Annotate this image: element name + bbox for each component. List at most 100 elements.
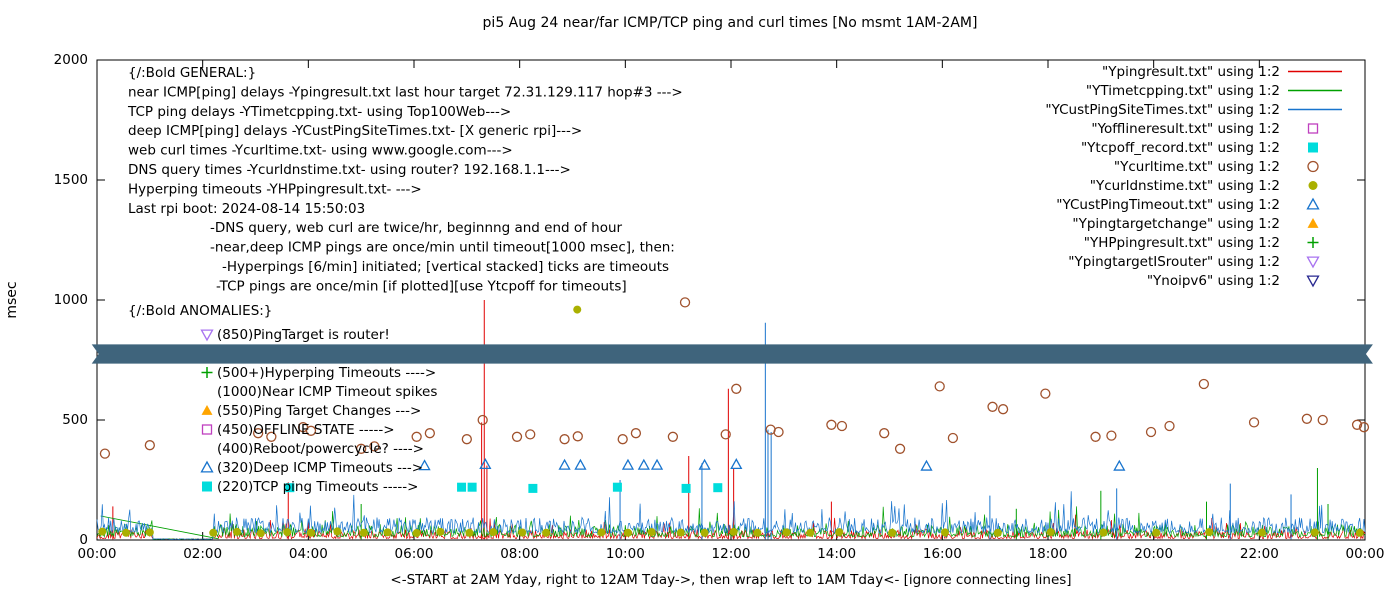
general-note: near ICMP[ping] delays -Ypingresult.txt … xyxy=(128,84,683,100)
x-axis-label: <-START at 2AM Yday, right to 12AM Tday-… xyxy=(390,572,1071,588)
legend-label: "Ycurltime.txt" using 1:2 xyxy=(1114,159,1280,175)
highlight-band xyxy=(91,344,1373,364)
legend-label: "YHPpingresult.txt" using 1:2 xyxy=(1084,235,1280,251)
general-note: -Hyperpings [6/min] initiated; [vertical… xyxy=(222,259,669,275)
marker-circle-open xyxy=(826,419,837,430)
marker-circle-filled xyxy=(412,529,421,538)
chart-title: pi5 Aug 24 near/far ICMP/TCP ping and cu… xyxy=(483,15,978,31)
marker-circle-open xyxy=(511,431,523,442)
marker-circle-open xyxy=(997,404,1009,415)
marker-circle-filled xyxy=(233,527,242,536)
marker-circle-open xyxy=(773,426,784,438)
general-note: Hyperping timeouts -YHPpingresult.txt- -… xyxy=(128,181,422,197)
marker-circle-filled xyxy=(359,528,368,537)
marker-circle-filled xyxy=(647,528,656,537)
marker-circle-open xyxy=(731,383,742,394)
marker-circle-filled xyxy=(518,528,527,537)
anomaly-note: (450)OFFLINE STATE -----> xyxy=(217,422,395,438)
marker-square-open xyxy=(1307,123,1319,134)
marker-circle-open xyxy=(679,297,691,308)
marker-square-filled xyxy=(528,483,538,493)
legend-label: "YTimetcpping.txt" using 1:2 xyxy=(1086,83,1280,99)
marker-circle-open xyxy=(1307,160,1319,173)
x-tick-label: 20:00 xyxy=(1134,546,1173,562)
anomaly-note: (850)PingTarget is router! xyxy=(217,327,390,343)
marker-circle-open xyxy=(836,420,848,432)
data-series xyxy=(96,297,1370,540)
marker-tri-up-open xyxy=(621,458,635,470)
legend-label: "Ycurldnstime.txt" using 1:2 xyxy=(1090,178,1280,194)
marker-circle-filled xyxy=(283,528,292,537)
marker-circle-filled xyxy=(1152,528,1161,537)
marker-circle-filled xyxy=(122,528,131,537)
marker-tri-up-open xyxy=(418,459,431,471)
legend: "Ypingresult.txt" using 1:2 "YTimetcpping… xyxy=(1045,64,1342,289)
marker-tri-up-open xyxy=(558,458,571,470)
marker-circle-open xyxy=(987,401,998,412)
marker-circle-filled xyxy=(806,528,815,537)
marker-circle-open xyxy=(559,434,570,445)
y-tick-label: 1500 xyxy=(54,172,88,188)
marker-circle-open xyxy=(947,432,959,444)
x-tick-label: 06:00 xyxy=(395,546,434,562)
marker-circle-filled xyxy=(489,528,498,537)
marker-circle-filled xyxy=(597,528,606,537)
marker-square-open xyxy=(201,424,213,435)
marker-circle-filled xyxy=(940,528,949,537)
legend-label: "Ynoipv6" using 1:2 xyxy=(1147,273,1280,289)
marker-circle-open xyxy=(617,434,628,445)
marker-square-filled xyxy=(681,483,691,493)
marker-circle-filled xyxy=(383,528,392,537)
marker-circle-open xyxy=(667,431,679,442)
marker-circle-filled xyxy=(1205,528,1214,537)
general-note: deep ICMP[ping] delays -YCustPingSiteTim… xyxy=(128,123,582,139)
y-tick-label: 0 xyxy=(79,532,88,548)
marker-circle-open xyxy=(1317,414,1328,426)
legend-label: "Yofflineresult.txt" using 1:2 xyxy=(1091,121,1280,137)
marker-circle-filled xyxy=(835,528,844,537)
marker-circle-open xyxy=(1106,430,1117,441)
marker-circle-open xyxy=(266,431,277,442)
marker-circle-filled xyxy=(1257,528,1266,537)
general-note: DNS query times -Ycurldnstime.txt- using… xyxy=(128,162,571,178)
marker-square-filled xyxy=(612,482,622,492)
marker-tri-up-filled xyxy=(201,405,213,415)
marker-circle-open xyxy=(424,428,436,439)
marker-square-filled xyxy=(285,483,295,493)
marker-circle-open xyxy=(1198,378,1210,390)
marker-circle-open xyxy=(1164,420,1175,432)
marker-circle-filled xyxy=(573,305,582,314)
x-tick-label: 08:00 xyxy=(500,546,539,562)
marker-circle-filled xyxy=(623,528,632,537)
marker-circle-open xyxy=(356,443,367,454)
marker-tri-down-open xyxy=(1306,275,1320,288)
marker-circle-filled xyxy=(436,527,445,536)
marker-tri-up-open xyxy=(637,458,650,470)
legend-label: "YpingtargetISrouter" using 1:2 xyxy=(1068,254,1280,270)
marker-circle-open xyxy=(305,425,317,436)
marker-circle-filled xyxy=(1355,528,1364,537)
y-tick-label: 2000 xyxy=(54,52,88,68)
marker-circle-open xyxy=(1248,417,1260,428)
marker-circle-open xyxy=(894,443,906,454)
marker-circle-filled xyxy=(993,528,1002,537)
marker-circle-open xyxy=(934,381,945,392)
anomalies-title: {/:Bold ANOMALIES:} xyxy=(128,303,272,319)
plot-frame: 0 500 1000 1500 2000 00:00 02:00 04:00 06:00 08:0… xyxy=(54,52,1385,562)
marker-tri-up-open xyxy=(200,460,214,473)
marker-circle-filled xyxy=(1099,528,1108,537)
x-tick-label: 14:00 xyxy=(817,546,856,562)
marker-tri-up-open xyxy=(574,458,587,470)
connect-segment-YTimetcpping-tcp-ping xyxy=(100,515,219,540)
marker-square-filled xyxy=(1308,142,1318,153)
marker-circle-filled xyxy=(782,528,791,537)
x-tick-label: 04:00 xyxy=(289,546,328,562)
legend-label: "Ypingtargetchange" using 1:2 xyxy=(1072,216,1280,232)
marker-square-filled xyxy=(713,483,723,493)
marker-square-filled xyxy=(467,482,477,492)
marker-circle-filled xyxy=(145,528,154,537)
marker-circle-open xyxy=(525,429,536,440)
marker-tri-up-open xyxy=(920,459,933,471)
marker-square-filled xyxy=(457,482,467,492)
